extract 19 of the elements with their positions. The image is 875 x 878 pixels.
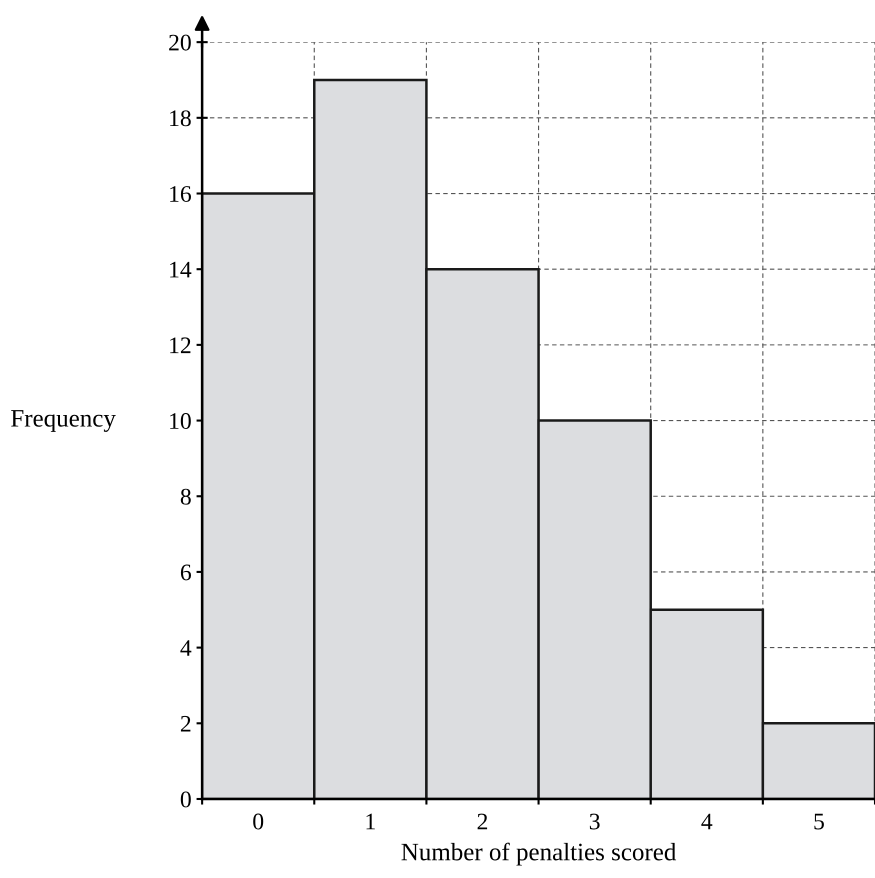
y-tick-label: 16 xyxy=(170,186,192,202)
x-axis-title: Number of penalties scored xyxy=(401,842,676,866)
y-tick-label: 20 xyxy=(169,34,191,51)
y-tick-label: 4 xyxy=(180,640,192,656)
y-tick-label: 14 xyxy=(170,262,192,278)
y-tick-label: 8 xyxy=(180,488,191,505)
x-tick-label: 1 xyxy=(366,814,375,830)
y-tick-label: 12 xyxy=(170,337,190,354)
y-tick-label: 18 xyxy=(170,110,191,126)
x-tick-label: 4 xyxy=(701,814,712,830)
y-tick-label: 2 xyxy=(180,716,190,732)
y-axis-title: Frequency xyxy=(11,410,116,432)
x-tick-label: 3 xyxy=(590,814,600,830)
y-tick-label: 0 xyxy=(180,791,191,808)
y-tick-label: 10 xyxy=(170,413,191,429)
x-tick-label: 0 xyxy=(253,814,264,830)
x-tick-label: 2 xyxy=(478,814,488,830)
x-tick-label: 5 xyxy=(814,814,824,830)
y-tick-label: 6 xyxy=(180,564,192,580)
